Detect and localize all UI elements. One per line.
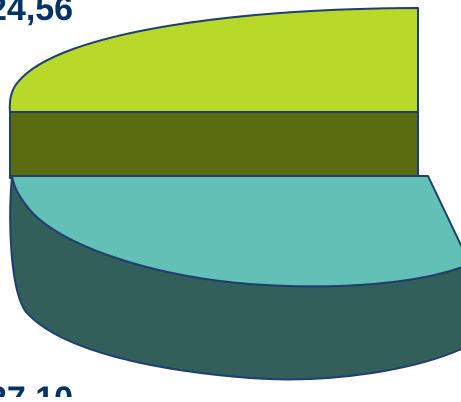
slice-upper-value-label: 24,56 (0, 0, 73, 28)
slice-upper-side (9, 111, 419, 179)
slice-lower-top (11, 175, 461, 288)
slice-lower: 27,10 (0, 175, 461, 402)
slice-lower-value-label: 27,10 (0, 380, 73, 397)
slice-upper-top (8, 7, 419, 113)
slice-upper: 24,56 (0, 0, 419, 179)
